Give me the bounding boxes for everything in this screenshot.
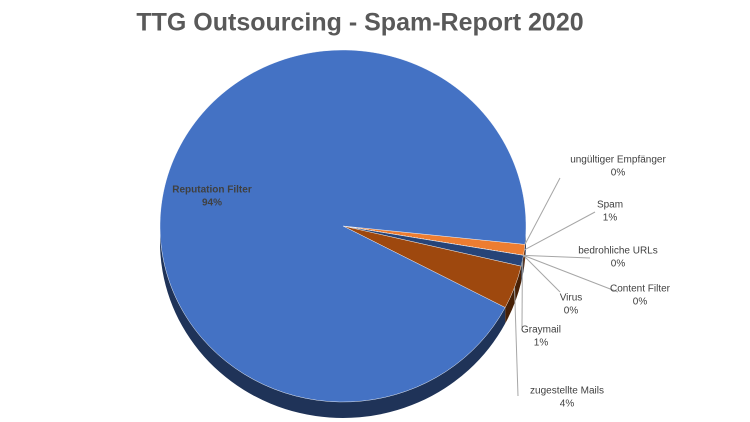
data-label-value: 0% (611, 168, 626, 179)
leader-line (524, 177, 561, 245)
data-label-name: zugestellte Mails (530, 386, 604, 397)
data-label-value: 0% (564, 306, 579, 317)
chart-title: TTG Outsourcing - Spam-Report 2020 (136, 9, 583, 37)
data-label-value: 1% (603, 213, 618, 224)
leader-line (523, 254, 619, 293)
slice (159, 49, 527, 403)
data-label-value: 1% (534, 338, 549, 349)
data-label-value: 0% (611, 259, 626, 270)
leader-line (523, 254, 561, 293)
data-label-name: Graymail (521, 325, 561, 336)
data-label-name: Reputation Filter (172, 185, 252, 196)
data-label-name: Content Filter (610, 284, 671, 295)
data-label-name: ungültiger Empfänger (570, 155, 666, 166)
data-label-name: bedrohliche URLs (578, 246, 658, 257)
leader-line (524, 211, 596, 251)
data-label-name: Spam (597, 200, 623, 211)
leader-line (523, 254, 591, 259)
data-label-value: 4% (560, 399, 575, 410)
slice-side (523, 244, 525, 272)
data-label-name: Virus (560, 293, 583, 304)
data-label-value: 0% (633, 297, 648, 308)
leader-line (514, 287, 519, 397)
data-label-value: 94% (202, 198, 222, 209)
